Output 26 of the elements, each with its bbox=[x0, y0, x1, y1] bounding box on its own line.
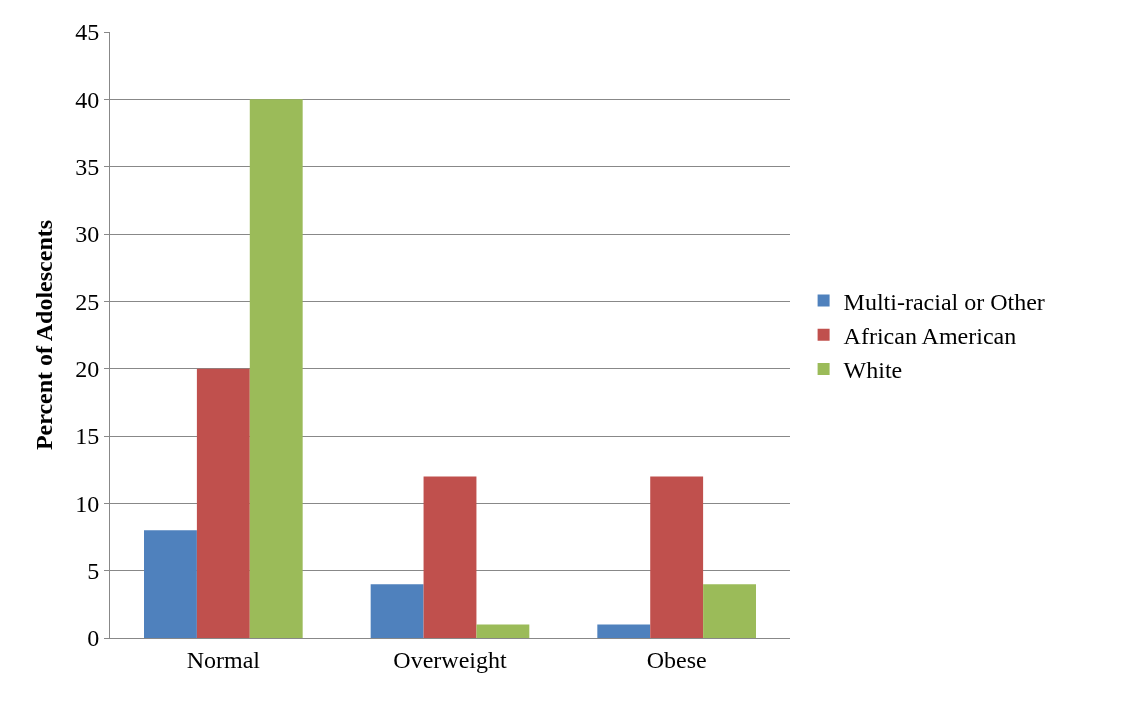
y-tick-label: 40 bbox=[75, 86, 100, 113]
x-tick-label: Obese bbox=[646, 646, 707, 673]
y-axis-title: Percent of Adolescents bbox=[31, 219, 58, 451]
y-tick-label: 15 bbox=[75, 423, 100, 450]
x-tick-label: Overweight bbox=[393, 646, 507, 673]
bar bbox=[650, 476, 704, 638]
bar bbox=[144, 530, 197, 638]
y-tick-label: 10 bbox=[75, 490, 100, 517]
y-tick-label: 45 bbox=[75, 19, 100, 46]
bar bbox=[703, 584, 756, 638]
legend-label: White bbox=[843, 357, 903, 384]
bar bbox=[370, 584, 424, 638]
bar bbox=[196, 368, 250, 638]
bar bbox=[423, 476, 477, 638]
y-tick-label: 30 bbox=[75, 221, 100, 248]
y-tick-label: 25 bbox=[75, 288, 100, 315]
x-tick-label: Normal bbox=[186, 646, 261, 673]
legend-label: Multi-racial or Other bbox=[843, 288, 1045, 315]
y-tick-label: 35 bbox=[75, 154, 100, 181]
bar bbox=[476, 624, 530, 638]
legend-label: African American bbox=[843, 323, 1017, 350]
bar bbox=[249, 99, 303, 638]
y-tick-label: 5 bbox=[87, 558, 100, 585]
y-tick-label: 20 bbox=[75, 356, 100, 383]
bar bbox=[597, 624, 651, 638]
y-tick-label: 0 bbox=[87, 625, 100, 652]
